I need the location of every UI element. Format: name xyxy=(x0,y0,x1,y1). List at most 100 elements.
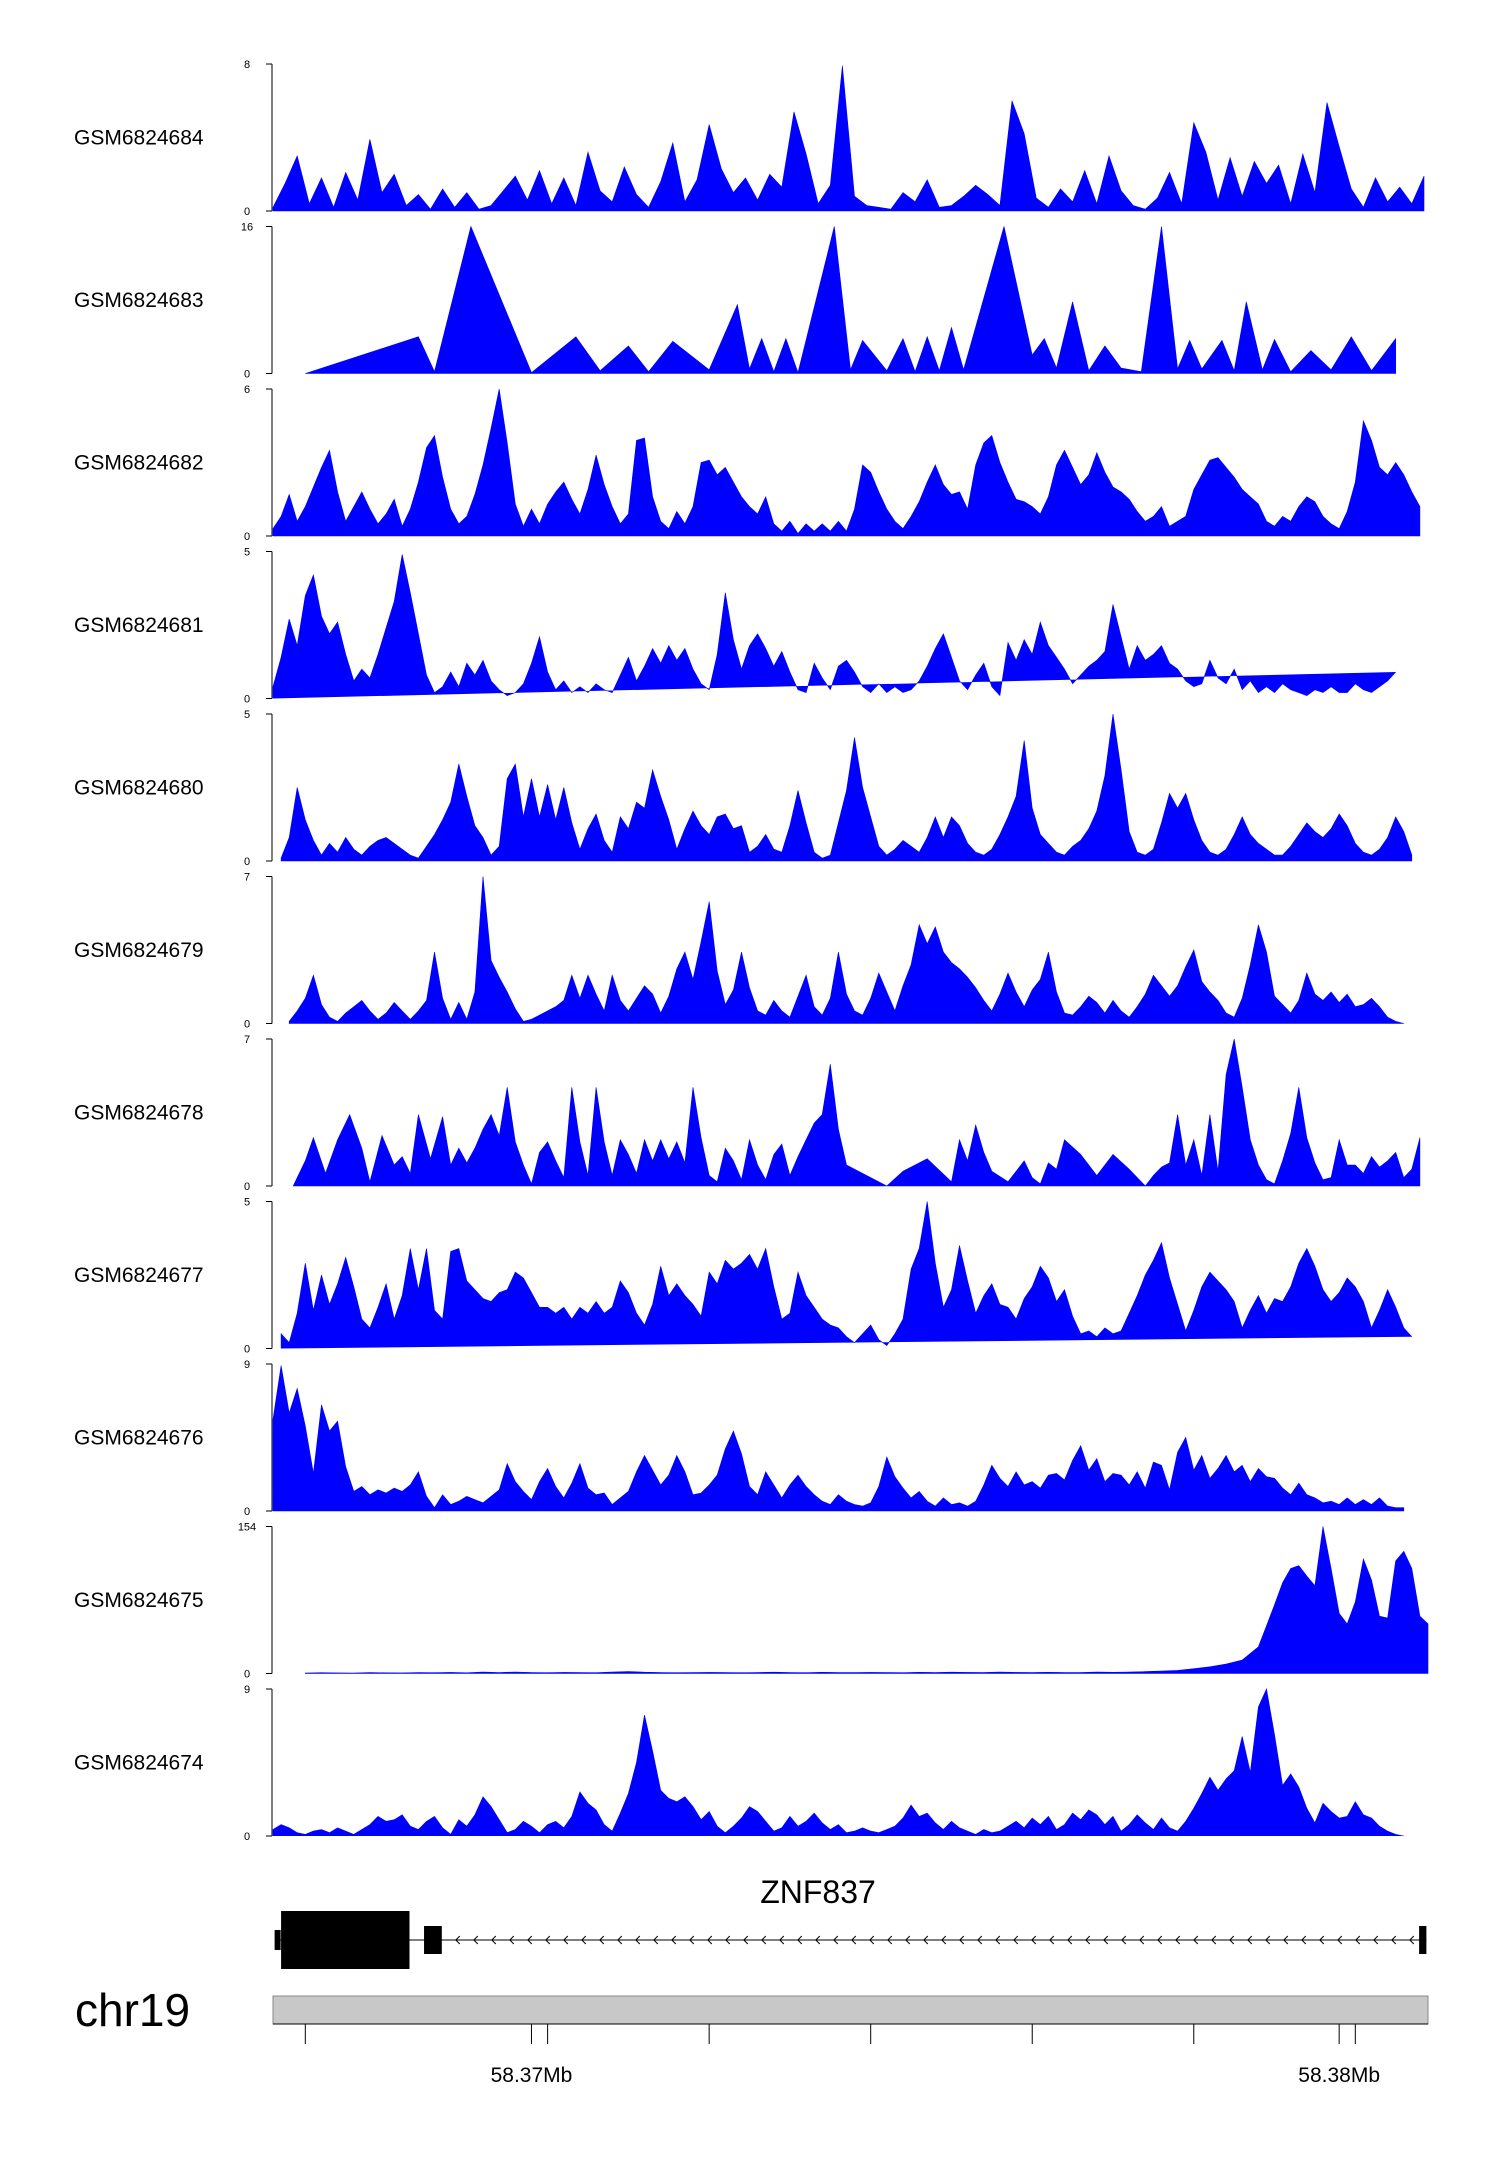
track-label: GSM6824683 xyxy=(74,289,204,312)
track-label: GSM6824676 xyxy=(74,1427,204,1450)
strand-arrow xyxy=(923,1935,929,1945)
strand-arrow xyxy=(491,1935,497,1945)
strand-arrow xyxy=(1175,1935,1181,1945)
strand-arrow xyxy=(1013,1935,1019,1945)
track-label: GSM6824679 xyxy=(74,939,204,962)
strand-arrow xyxy=(473,1935,479,1945)
strand-arrow xyxy=(725,1935,731,1945)
strand-arrow xyxy=(599,1935,605,1945)
y-max-label: 8 xyxy=(244,59,250,71)
strand-arrow xyxy=(1103,1935,1109,1945)
track-label: GSM6824678 xyxy=(74,1102,204,1125)
y-max-label: 5 xyxy=(244,1197,250,1209)
strand-arrow xyxy=(815,1935,821,1945)
strand-arrow xyxy=(1265,1935,1271,1945)
exon xyxy=(281,1911,410,1969)
coverage-area xyxy=(272,65,1425,212)
coverage-area xyxy=(280,713,1413,862)
strand-arrow xyxy=(779,1935,785,1945)
y-max-label: 5 xyxy=(244,709,250,721)
strand-arrow xyxy=(1085,1935,1091,1945)
track-label: GSM6824684 xyxy=(74,127,204,150)
track-GSM6824684: GSM6824684 8 0 xyxy=(74,59,1425,218)
strand-arrow xyxy=(617,1935,623,1945)
y-min-label: 0 xyxy=(244,1506,250,1518)
strand-arrow xyxy=(1337,1935,1343,1945)
track-GSM6824675: GSM6824675 154 0 xyxy=(74,1522,1429,1681)
strand-arrow xyxy=(761,1935,767,1945)
gene-track: ZNF837 xyxy=(274,1874,1427,1969)
y-min-label: 0 xyxy=(244,1669,250,1681)
strand-arrow xyxy=(527,1935,533,1945)
strand-arrow xyxy=(1373,1935,1379,1945)
strand-arrow xyxy=(905,1935,911,1945)
coverage-area xyxy=(272,554,1396,699)
y-max-label: 9 xyxy=(244,1684,250,1696)
track-GSM6824674: GSM6824674 9 0 xyxy=(74,1684,1404,1843)
track-label: GSM6824681 xyxy=(74,614,204,637)
strand-arrow xyxy=(455,1935,461,1945)
strand-arrow xyxy=(959,1935,965,1945)
track-GSM6824683: GSM6824683 16 0 xyxy=(74,222,1396,381)
y-min-label: 0 xyxy=(244,856,250,868)
y-max-label: 16 xyxy=(241,222,253,234)
y-max-label: 154 xyxy=(238,1522,256,1534)
y-min-label: 0 xyxy=(244,1344,250,1356)
strand-arrow xyxy=(653,1935,659,1945)
strand-arrow xyxy=(851,1935,857,1945)
strand-arrow xyxy=(1409,1935,1415,1945)
strand-arrow xyxy=(887,1935,893,1945)
coverage-area xyxy=(305,225,1396,374)
coverage-area xyxy=(292,1038,1421,1187)
track-GSM6824680: GSM6824680 5 0 xyxy=(74,709,1413,868)
coverage-area xyxy=(280,1201,1413,1349)
coordinate-label: 58.38Mb xyxy=(1298,2064,1380,2087)
y-min-label: 0 xyxy=(244,694,250,706)
y-min-label: 0 xyxy=(244,369,250,381)
track-GSM6824676: GSM6824676 9 0 xyxy=(74,1359,1405,1518)
coverage-area xyxy=(272,1687,1404,1837)
y-min-label: 0 xyxy=(244,1181,250,1193)
gene-name-label: ZNF837 xyxy=(760,1874,876,1910)
strand-arrow xyxy=(1031,1935,1037,1945)
strand-arrow xyxy=(869,1935,875,1945)
y-max-label: 7 xyxy=(244,872,250,884)
strand-arrow xyxy=(563,1935,569,1945)
track-GSM6824679: GSM6824679 7 0 xyxy=(74,872,1404,1031)
chromosome-axis: chr19 58.37Mb 58.38Mb xyxy=(75,1984,1429,2087)
coordinate-label: 58.37Mb xyxy=(491,2064,573,2087)
y-min-label: 0 xyxy=(244,1019,250,1031)
strand-arrow xyxy=(707,1935,713,1945)
coverage-area xyxy=(305,1526,1429,1674)
strand-arrow xyxy=(1301,1935,1307,1945)
y-min-label: 0 xyxy=(244,1831,250,1843)
strand-arrow xyxy=(797,1935,803,1945)
strand-arrow xyxy=(671,1935,677,1945)
strand-arrow xyxy=(635,1935,641,1945)
track-GSM6824681: GSM6824681 5 0 xyxy=(74,547,1396,706)
strand-arrow xyxy=(509,1935,515,1945)
strand-arrow xyxy=(1157,1935,1163,1945)
track-label: GSM6824680 xyxy=(74,777,204,800)
strand-arrow xyxy=(1121,1935,1127,1945)
chromosome-label: chr19 xyxy=(75,1984,190,2036)
strand-arrow xyxy=(995,1935,1001,1945)
strand-arrow xyxy=(1067,1935,1073,1945)
y-min-label: 0 xyxy=(244,206,250,218)
track-label: GSM6824682 xyxy=(74,452,204,475)
strand-arrow xyxy=(1229,1935,1235,1945)
track-GSM6824678: GSM6824678 7 0 xyxy=(74,1034,1421,1193)
track-GSM6824682: GSM6824682 6 0 xyxy=(74,384,1421,543)
strand-arrow xyxy=(545,1935,551,1945)
track-GSM6824677: GSM6824677 5 0 xyxy=(74,1197,1413,1356)
strand-arrow xyxy=(977,1935,983,1945)
chromosome-band xyxy=(272,1995,1429,2025)
exon xyxy=(1419,1926,1427,1954)
exon xyxy=(424,1926,442,1954)
strand-arrow xyxy=(1247,1935,1253,1945)
strand-arrow xyxy=(1319,1935,1325,1945)
track-label: GSM6824677 xyxy=(74,1264,204,1287)
strand-arrow xyxy=(1391,1935,1397,1945)
y-max-label: 7 xyxy=(244,1034,250,1046)
